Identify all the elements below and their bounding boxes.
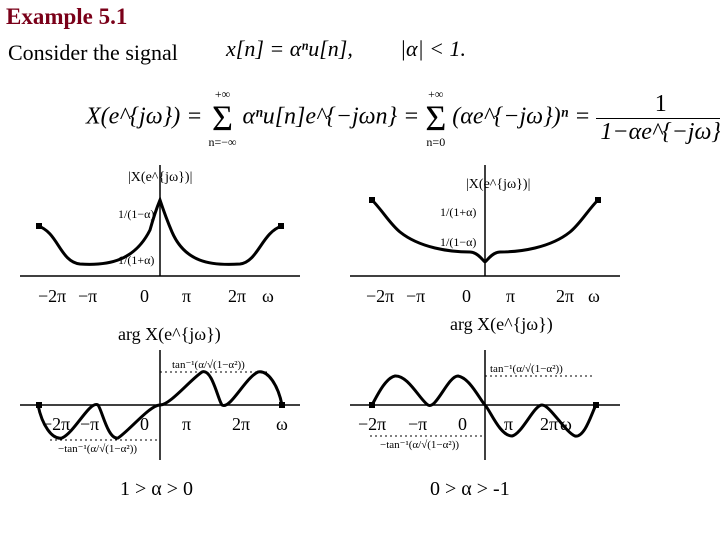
mag-right-tick-omega: ω [588,286,600,306]
equation-term-2: (αe^{−jω})ⁿ = [452,103,591,130]
phase-left-neg-label: −tan⁻¹(α/√(1−α²)) [58,443,137,455]
dtft-equation: X(e^{jω}) = +∞ Σ n=−∞ αⁿu[n]e^{−jωn} = +… [86,88,720,148]
phase-right-tick-omega: ω [560,414,572,434]
mag-right-tick-zero: 0 [462,286,471,306]
sum-2: +∞ Σ n=0 [425,88,446,148]
sum-1-top: +∞ [214,87,231,101]
mag-right-peak-label: 1/(1+α) [440,205,476,219]
phase-right-curve [370,374,598,438]
phase-left-axis-label: arg X(e^{jω}) [118,324,221,345]
fraction-numerator: 1 [596,91,720,119]
sigma-1-icon: Σ [212,98,233,138]
phase-right-endpoint-left [369,402,375,408]
phase-right-tick-neg2pi: −2π [358,414,386,434]
sum-2-bottom: n=0 [426,135,446,149]
mag-left-tick-negpi: −π [78,286,97,306]
phase-left-tick-zero: 0 [140,414,149,434]
phase-plot-left: arg X(e^{jω}) tan⁻¹(α/√(1−α²)) −tan⁻¹(α/… [20,324,300,460]
phase-right-endpoint-right [593,402,599,408]
mag-right-endpoint-right [595,197,601,203]
mag-left-tick-pi: π [182,286,191,306]
mag-right-endpoint-left [369,197,375,203]
phase-left-pos-label: tan⁻¹(α/√(1−α²)) [172,359,245,371]
mag-right-axis-label: |X(e^{jω})| [466,177,530,192]
sum-1-bottom: n=−∞ [208,135,237,149]
phase-left-endpoint-right [279,402,285,408]
sum-2-top: +∞ [428,87,444,101]
signal-condition: |α| < 1. [400,36,466,61]
phase-right-pos-label: tan⁻¹(α/√(1−α²)) [490,363,563,375]
phase-left-tick-negpi: −π [80,414,99,434]
phase-left-tick-omega: ω [276,414,288,434]
phase-right-neg-label: −tan⁻¹(α/√(1−α²)) [380,439,459,451]
caption-right: 0 > α > -1 [430,478,510,500]
mag-right-tick-pi: π [506,286,515,306]
sigma-2-icon: Σ [425,98,447,138]
mag-left-min-label: 1/(1+α) [118,253,154,267]
fraction-denominator: 1−αe^{−jω} [600,118,720,145]
mag-left-tick-neg2pi: −2π [38,286,66,306]
mag-left-tick-2pi: 2π [228,286,246,306]
mag-right-tick-neg2pi: −2π [366,286,394,306]
mag-right-min-label: 1/(1−α) [440,235,476,249]
magnitude-plot-right: |X(e^{jω})| 1/(1+α) 1/(1−α) −2π −π 0 π 2… [350,165,620,306]
phase-right-tick-pi: π [504,414,513,434]
phase-plot-right: arg X(e^{jω}) tan⁻¹(α/√(1−α²)) −tan⁻¹(α/… [350,314,620,460]
mag-right-tick-negpi: −π [406,286,425,306]
mag-left-endpoint-right [278,223,284,229]
mag-left-axis-label: |X(e^{jω})| [128,170,192,185]
mag-left-endpoint-left [36,223,42,229]
mag-left-tick-zero: 0 [140,286,149,306]
equation-lhs: X(e^{jω}) = [86,103,203,130]
phase-right-tick-2pi: 2π [540,414,558,434]
equation-term-1: αⁿu[n]e^{−jωn} = [242,103,420,130]
phase-left-tick-2pi: 2π [232,414,250,434]
mag-left-peak-label: 1/(1−α) [118,207,154,221]
signal-definition: x[n] = αⁿu[n], [226,36,353,61]
magnitude-plot-left: |X(e^{jω})| 1/(1−α) 1/(1+α) −2π −π 0 π 2… [20,165,300,306]
mag-right-tick-2pi: 2π [556,286,574,306]
intro-text: Consider the signal [8,40,178,65]
mag-left-curve [37,195,283,266]
phase-right-tick-negpi: −π [408,414,427,434]
mag-right-curve [370,198,600,264]
phase-left-curve [36,370,284,440]
phase-left-tick-pi: π [182,414,191,434]
phase-right-axis-label: arg X(e^{jω}) [450,314,553,335]
mag-left-tick-omega: ω [262,286,274,306]
caption-left: 1 > α > 0 [120,478,194,500]
phase-right-tick-zero: 0 [458,414,467,434]
example-title: Example 5.1 [6,4,128,29]
phase-left-tick-neg2pi: −2π [42,414,70,434]
phase-left-endpoint-left [36,402,42,408]
sum-1: +∞ Σ n=−∞ [208,88,236,148]
equation-fraction: 1 1−αe^{−jω} [596,91,720,146]
